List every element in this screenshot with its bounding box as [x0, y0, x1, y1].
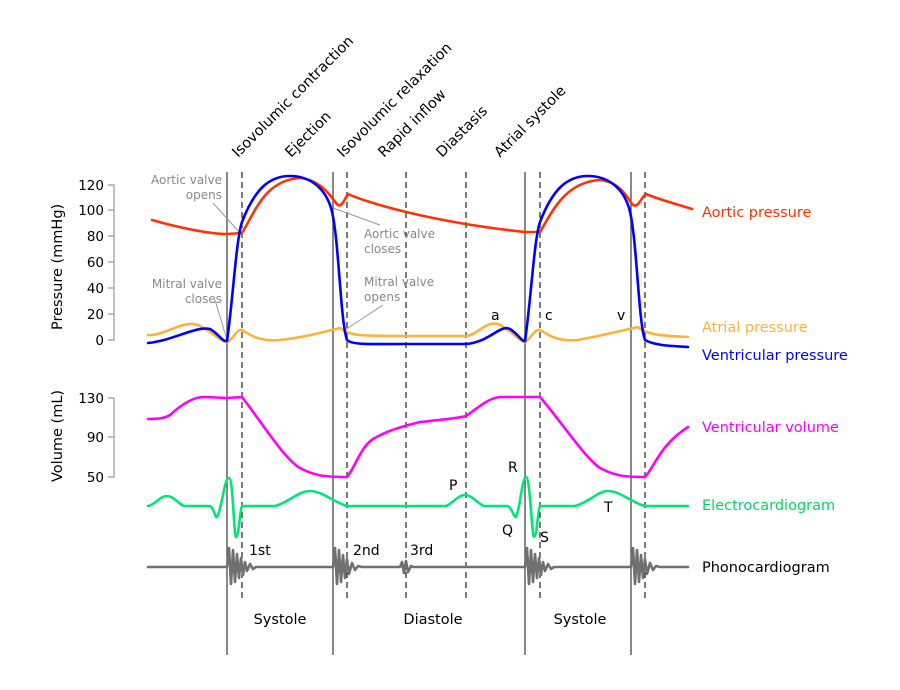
tick-label: 100	[78, 203, 104, 219]
pressure-axis: 120 100 80 60 40 20 0 Pressure (mmHg)	[50, 178, 115, 349]
phase-systole: Systole	[254, 612, 307, 628]
tick-label: 80	[87, 229, 104, 245]
legend: Aortic pressure Atrial pressure Ventricu…	[702, 205, 848, 576]
tick-label: 20	[87, 307, 104, 323]
heart-sound-1st: 1st	[249, 543, 271, 559]
annotations: Aortic valve opens Aortic valve closes M…	[151, 173, 435, 306]
marker-t: T	[603, 500, 613, 516]
marker-c: c	[545, 308, 553, 324]
tick-label: 130	[78, 391, 104, 407]
annotation-text: opens	[364, 290, 400, 304]
ventricular-volume-curve	[146, 395, 690, 479]
legend-electrocardiogram: Electrocardiogram	[702, 498, 835, 514]
annotation-text: closes	[364, 242, 401, 256]
phase-lines	[226, 172, 632, 655]
pressure-axis-label: Pressure (mmHg)	[50, 204, 66, 330]
marker-a: a	[491, 308, 500, 324]
tick-label: 0	[95, 333, 104, 349]
annotation-text: Aortic valve	[151, 173, 222, 187]
marker-p: P	[449, 478, 457, 494]
phase-label: Ejection	[283, 109, 335, 161]
tick-label: 40	[87, 281, 104, 297]
tick-label: 50	[87, 470, 104, 486]
legend-phonocardiogram: Phonocardiogram	[702, 560, 830, 576]
legend-ventricular-pressure: Ventricular pressure	[702, 348, 848, 364]
tick-label: 60	[87, 255, 104, 271]
heart-sound-3rd: 3rd	[410, 543, 433, 559]
annotation-text: Mitral valve	[364, 275, 434, 289]
ventricular-pressure-curve	[146, 174, 690, 349]
legend-atrial-pressure: Atrial pressure	[702, 320, 808, 336]
tick-label: 120	[78, 178, 104, 194]
wave-markers: a c v P Q R S T 1st 2nd 3rd	[249, 308, 625, 559]
annotation-leaders	[212, 202, 384, 341]
marker-v: v	[617, 308, 625, 324]
volume-axis-label: Volume (mL)	[50, 390, 66, 482]
phase-diastole: Diastole	[403, 612, 462, 628]
annotation-text: Aortic valve	[364, 227, 435, 241]
volume-axis: 130 90 50 Volume (mL)	[50, 390, 115, 486]
phase-systole: Systole	[554, 612, 607, 628]
marker-q: Q	[502, 523, 513, 539]
phase-labels: Isovolumic contraction Ejection Isovolum…	[230, 33, 570, 161]
annotation-text: Mitral valve	[152, 277, 222, 291]
cycle-phases: Systole Diastole Systole	[254, 612, 607, 628]
heart-sound-2nd: 2nd	[353, 543, 380, 559]
annotation-text: closes	[185, 292, 222, 306]
phase-label: Atrial systole	[492, 83, 570, 161]
annotation-text: opens	[186, 188, 222, 202]
marker-r: R	[508, 460, 518, 476]
electrocardiogram-curve	[146, 475, 690, 539]
phonocardiogram-curve	[146, 546, 690, 586]
legend-ventricular-volume: Ventricular volume	[702, 420, 839, 436]
phase-label: Diastasis	[434, 103, 492, 161]
marker-s: S	[540, 530, 549, 546]
legend-aortic-pressure: Aortic pressure	[702, 205, 812, 221]
aortic-pressure-curve	[150, 176, 694, 236]
dashed-lines	[241, 172, 646, 598]
tick-label: 90	[87, 430, 104, 446]
